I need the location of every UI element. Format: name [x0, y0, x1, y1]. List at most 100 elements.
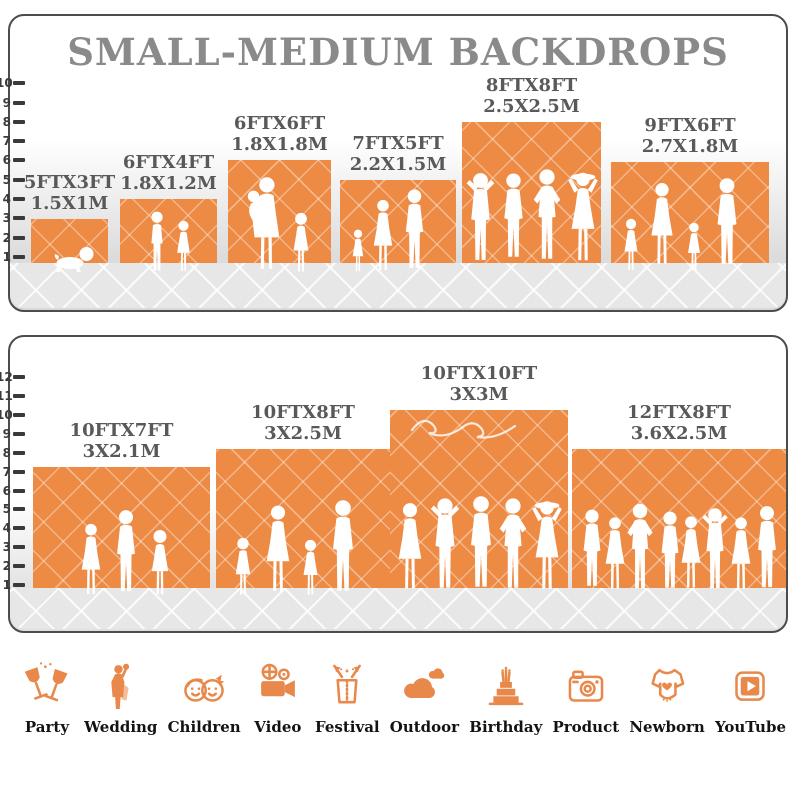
- ruler-tick: 6: [0, 154, 25, 166]
- backdrop-label: 6FTX6FT 1.8X1.8M: [231, 113, 328, 155]
- festival-gift-icon: [333, 664, 362, 704]
- party-glasses-icon: [24, 662, 68, 702]
- backdrop-6x4: 6FTX4FT 1.8X1.2M: [120, 152, 217, 271]
- category-label: Children: [167, 718, 241, 736]
- people-silhouettes: [352, 189, 424, 272]
- category-label: Birthday: [469, 718, 543, 736]
- category-label: Video: [254, 718, 302, 736]
- photo-camera-icon: [568, 670, 604, 702]
- ruler-tick: 5: [0, 503, 25, 515]
- floor-top: [10, 263, 786, 308]
- ruler-tick: 11: [0, 390, 25, 402]
- people-silhouettes: [583, 503, 776, 589]
- backdrop-10x8: 10FTX8FT 3X2.5M: [216, 402, 390, 595]
- backdrop-7x5: 7FTX5FT 2.2X1.5M: [340, 133, 456, 272]
- category-party: Party: [20, 660, 74, 736]
- category-row: Party Wedding Children: [0, 660, 800, 736]
- tick-dash: [13, 394, 25, 398]
- ruler-tick: 10: [0, 77, 25, 89]
- panel-small-medium: SMALL-MEDIUM BACKDROPS 10 9 8 7 6 5 4 3 …: [0, 14, 788, 312]
- wedding-couple-icon: [111, 663, 129, 709]
- backdrop-label: 5FTX3FT 1.5X1M: [23, 172, 116, 214]
- play-button-icon: [735, 671, 766, 701]
- backdrop-5x3: 5FTX3FT 1.5X1M: [24, 172, 115, 272]
- tick-dash: [13, 101, 25, 105]
- ruler-tick: 2: [0, 232, 25, 244]
- tick-dash: [13, 120, 25, 124]
- backdrop-label: 10FTX10FT 3X3M: [420, 363, 538, 405]
- ruler-tick: 8: [0, 447, 25, 459]
- tick-dash: [13, 526, 25, 530]
- category-label: Party: [24, 718, 70, 736]
- category-festival: Festival: [315, 660, 380, 736]
- ruler-tick: 6: [0, 485, 25, 497]
- people-silhouettes: [398, 419, 562, 589]
- baby-onesie-icon: [651, 668, 685, 702]
- ruler-tick: 10: [0, 409, 25, 421]
- tick-dash: [13, 451, 25, 455]
- video-camera-icon: [260, 663, 295, 698]
- page-title: SMALL-MEDIUM BACKDROPS: [67, 30, 729, 74]
- ruler-tick: 1: [0, 251, 25, 263]
- ruler-tick: 4: [0, 522, 25, 534]
- ruler-tick: 12: [0, 371, 25, 383]
- people-silhouettes: [81, 510, 169, 595]
- birthday-cake-icon: [488, 666, 524, 706]
- category-children: Children: [168, 660, 241, 736]
- backdrop-6x6: 6FTX6FT 1.8X1.8M: [228, 113, 331, 272]
- panel-medium-large: 12 11 10 9 8 7 6 5 4 3 2 1 10FTX7FT 3X2.1…: [0, 335, 788, 633]
- category-outdoor: Outdoor: [390, 660, 459, 736]
- backdrop-10x10: 10FTX10FT 3X3M: [390, 363, 568, 589]
- tick-dash: [13, 255, 25, 259]
- tick-dash: [13, 375, 25, 379]
- ruler-tick: 8: [0, 116, 25, 128]
- category-video: Video: [251, 660, 305, 736]
- category-label: Newborn: [629, 718, 705, 736]
- backdrop-label: 10FTX7FT 3X2.1M: [69, 420, 174, 462]
- ruler-tick: 3: [0, 212, 25, 224]
- category-newborn: Newborn: [629, 660, 705, 736]
- ruler-tick: 7: [0, 135, 25, 147]
- backdrop-10x7: 10FTX7FT 3X2.1M: [33, 420, 210, 595]
- ruler-tick: 9: [0, 428, 25, 440]
- tick-dash: [13, 489, 25, 493]
- tick-dash: [13, 507, 25, 511]
- people-silhouettes: [235, 500, 353, 595]
- tick-dash: [13, 564, 25, 568]
- floor-bottom: [10, 588, 786, 629]
- backdrop-label: 9FTX6FT 2.7X1.8M: [641, 115, 739, 157]
- tick-dash: [13, 139, 25, 143]
- category-label: Outdoor: [389, 718, 460, 736]
- people-silhouettes: [151, 211, 190, 271]
- category-label: Product: [552, 718, 620, 736]
- tick-dash: [13, 158, 25, 162]
- category-birthday: Birthday: [469, 660, 542, 736]
- category-label: Wedding: [84, 718, 158, 736]
- ruler-tick: 9: [0, 97, 25, 109]
- tick-dash: [13, 470, 25, 474]
- backdrop-12x8: 12FTX8FT 3.6X2.5M: [572, 402, 786, 589]
- children-faces-icon: [184, 674, 225, 702]
- tick-dash: [13, 197, 25, 201]
- backdrop-label: 8FTX8FT 2.5X2.5M: [483, 75, 580, 117]
- tick-dash: [13, 545, 25, 549]
- backdrop-8x8: 8FTX8FT 2.5X2.5M: [462, 75, 601, 263]
- tick-dash: [13, 236, 25, 240]
- tick-dash: [13, 81, 25, 85]
- clouds-icon: [404, 668, 445, 698]
- ruler-tick: 5: [0, 174, 25, 186]
- backdrop-label: 6FTX4FT 1.8X1.2M: [120, 152, 217, 194]
- backdrop-label: 12FTX8FT 3.6X2.5M: [627, 402, 731, 444]
- decorative-script-flourish: [410, 419, 517, 439]
- category-label: YouTube: [714, 718, 786, 736]
- ruler-tick: 2: [0, 560, 25, 572]
- category-label: Festival: [315, 718, 380, 736]
- ruler-tick: 1: [0, 579, 25, 591]
- backdrop-label: 7FTX5FT 2.2X1.5M: [349, 133, 447, 175]
- tick-dash: [13, 413, 25, 417]
- people-silhouettes: [54, 247, 94, 272]
- backdrop-label: 10FTX8FT 3X2.5M: [251, 402, 355, 444]
- people-silhouettes: [466, 169, 598, 261]
- ruler-tick: 7: [0, 466, 25, 478]
